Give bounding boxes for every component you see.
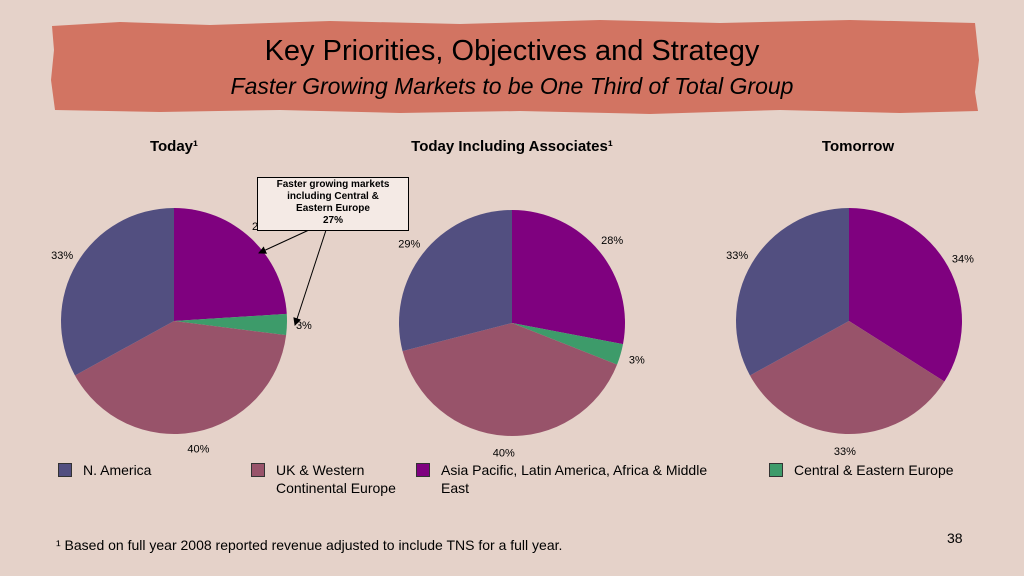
slide-subtitle: Faster Growing Markets to be One Third o… bbox=[230, 73, 794, 99]
title-banner bbox=[51, 20, 979, 114]
callout-line-2: including Central & bbox=[287, 191, 379, 202]
legend-label-uk-western-europe: UK & Western Continental Europe bbox=[276, 462, 396, 496]
pie-1-slice-1 bbox=[512, 323, 623, 365]
legend-item-n-america: N. America bbox=[58, 461, 228, 479]
legend-item-asia-pacific: Asia Pacific, Latin America, Africa & Mi… bbox=[416, 461, 736, 497]
legend-swatch-asia-pacific bbox=[416, 463, 430, 477]
pie-2-slice-1 bbox=[749, 321, 945, 435]
chart-title-associates: Today Including Associates¹ bbox=[411, 138, 613, 155]
legend-label-central-eastern-europe: Central & Eastern Europe bbox=[794, 462, 954, 478]
pie-1-label-2: 40% bbox=[493, 448, 515, 460]
pie-2-label-2: 33% bbox=[726, 250, 748, 262]
pie-0-slice-1 bbox=[174, 313, 288, 336]
callout-line-1: Faster growing markets bbox=[276, 179, 390, 190]
pie-2-slice-0 bbox=[849, 208, 963, 382]
pie-0-label-1: 3% bbox=[296, 320, 312, 332]
legend-label-asia-pacific: Asia Pacific, Latin America, Africa & Mi… bbox=[441, 462, 708, 496]
banner-shape bbox=[51, 20, 979, 114]
pie-0-label-3: 33% bbox=[51, 250, 73, 262]
legend-item-uk-western-europe: UK & Western Continental Europe bbox=[251, 461, 411, 497]
pie-1-label-3: 29% bbox=[398, 238, 420, 250]
legend-swatch-n-america bbox=[58, 463, 72, 477]
legend-swatch-uk-western-europe bbox=[251, 463, 265, 477]
pie-1-label-1: 3% bbox=[629, 354, 645, 366]
pie-0-label-2: 40% bbox=[187, 444, 209, 456]
chart-title-today: Today¹ bbox=[149, 138, 199, 155]
legend-item-central-eastern-europe: Central & Eastern Europe bbox=[769, 461, 989, 479]
callout-box: Faster growing markets including Central… bbox=[257, 177, 409, 231]
legend-swatch-central-eastern-europe bbox=[769, 463, 783, 477]
pie-1-slice-3 bbox=[399, 210, 512, 352]
callout-arrow-cee bbox=[293, 223, 329, 326]
pie-2-slice-2 bbox=[736, 208, 849, 376]
callout-line-4: 27% bbox=[322, 215, 343, 226]
callout-line-3: Eastern Europe bbox=[296, 203, 370, 214]
pie-1-label-0: 28% bbox=[601, 235, 623, 247]
pie-0-slice-3 bbox=[61, 208, 174, 376]
chart-title-tomorrow: Tomorrow bbox=[821, 138, 895, 155]
pie-2-label-0: 34% bbox=[952, 253, 974, 265]
page-number: 38 bbox=[947, 530, 963, 546]
pie-0-slice-2 bbox=[74, 321, 287, 434]
pie-0-slice-0 bbox=[174, 208, 287, 321]
slide-title: Key Priorities, Objectives and Strategy bbox=[264, 35, 760, 67]
legend-label-n-america: N. America bbox=[83, 462, 152, 478]
pie-1-slice-2 bbox=[402, 323, 618, 436]
pie-2-label-1: 33% bbox=[834, 446, 856, 458]
footnote: ¹ Based on full year 2008 reported reven… bbox=[56, 537, 563, 553]
pie-1-slice-0 bbox=[512, 210, 626, 345]
